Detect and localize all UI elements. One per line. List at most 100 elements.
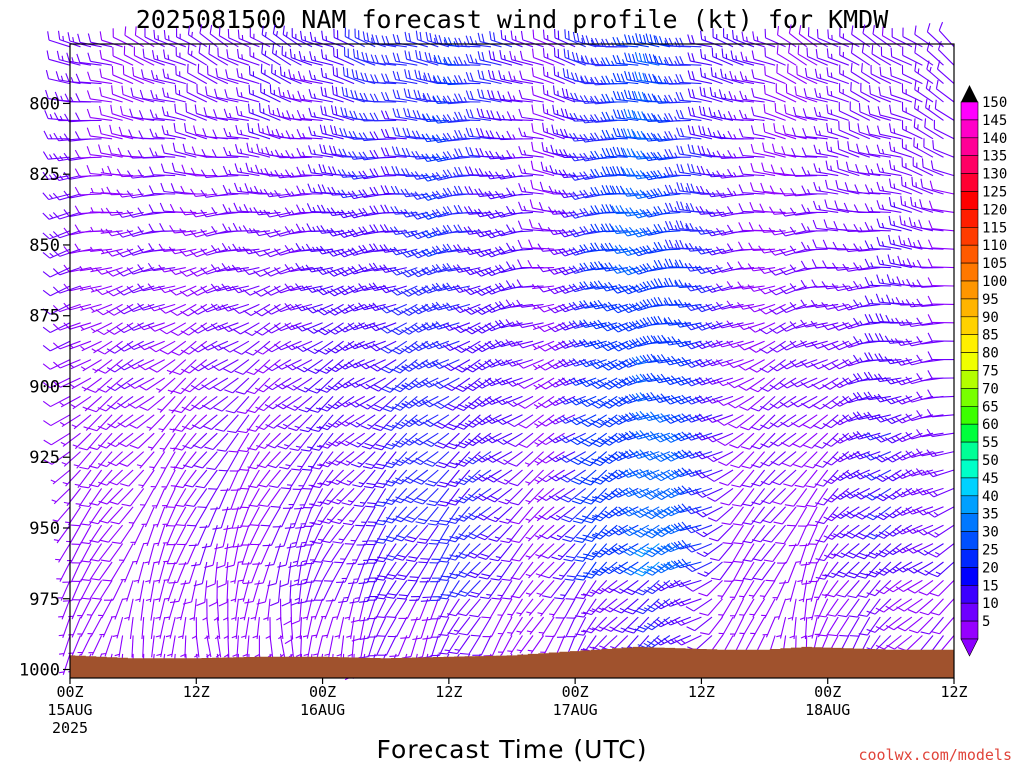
y-axis: 800 825 850 875 900 925 950 975 1000	[19, 94, 70, 681]
wind-barb	[72, 432, 92, 450]
colorbar-swatch	[960, 477, 979, 497]
wind-barb	[56, 561, 71, 582]
wind-barb	[116, 189, 144, 198]
wind-barb	[122, 65, 144, 85]
wind-barb	[116, 168, 144, 178]
colorbar-swatch	[960, 244, 979, 264]
wind-barb	[116, 230, 144, 238]
wind-barb	[59, 653, 71, 676]
wind-barb	[90, 285, 113, 293]
wind-barb	[90, 226, 113, 233]
colorbar-label: 100	[982, 274, 1007, 290]
wind-barb	[86, 146, 113, 158]
wind-barb	[100, 248, 123, 255]
colorbar-label: 130	[982, 167, 1007, 183]
colorbar-swatch	[960, 119, 979, 139]
colorbar-label: 25	[982, 543, 999, 559]
wind-barb	[119, 469, 145, 487]
colorbar-label: 90	[982, 310, 999, 326]
wind-barb	[110, 506, 134, 525]
wind-barb	[89, 488, 113, 506]
colorbar-swatch	[960, 549, 979, 568]
colorbar-label: 135	[982, 149, 1007, 165]
wind-barb	[99, 49, 123, 66]
wind-barb	[98, 105, 123, 121]
wind-barb	[99, 506, 124, 524]
colorbar-swatch	[960, 334, 979, 353]
colorbar-label: 30	[982, 525, 999, 541]
wind-barb	[90, 187, 113, 195]
wind-barb	[116, 377, 144, 390]
colorbar-label: 10	[982, 596, 999, 612]
plot-area	[70, 44, 954, 678]
wind-barb	[43, 451, 71, 465]
wind-barb	[81, 377, 102, 392]
wind-barb	[112, 47, 134, 66]
colorbar-swatch	[960, 423, 979, 443]
wind-barb	[89, 266, 113, 273]
wind-barb	[109, 488, 134, 505]
wind-barb	[130, 524, 145, 546]
wind-barb	[116, 210, 144, 218]
x-tick-label: 00Z	[814, 683, 841, 701]
x-tick-label: 00Z	[56, 683, 83, 701]
wind-barb	[71, 561, 92, 583]
wind-barb	[60, 432, 81, 447]
wind-barb	[63, 264, 92, 273]
wind-barb	[58, 635, 71, 657]
wind-barb	[86, 377, 113, 393]
wind-barb	[71, 524, 92, 545]
colorbar-swatch	[960, 101, 979, 121]
colorbar-swatch	[960, 298, 979, 318]
wind-barb	[106, 340, 134, 354]
wind-barb	[99, 616, 113, 638]
colorbar-swatch	[960, 352, 979, 371]
y-tick-label: 825	[29, 165, 60, 185]
wind-barb	[116, 267, 144, 277]
wind-barb	[42, 340, 71, 352]
colorbar-label: 105	[982, 256, 1007, 272]
wind-barb	[71, 580, 92, 601]
colorbar-swatch	[960, 262, 979, 282]
credit-text: coolwx.com/models	[858, 746, 1012, 764]
colorbar: 1501451401351301251201151101051009590858…	[960, 85, 1007, 657]
wind-barb	[87, 396, 113, 413]
wind-barb	[140, 598, 145, 621]
wind-barb	[63, 302, 92, 311]
colorbar-swatch	[960, 459, 979, 479]
y-tick-label: 975	[29, 590, 60, 610]
colorbar-label: 60	[982, 417, 999, 433]
x-tick-label: 12Z	[435, 683, 462, 701]
wind-barb	[101, 635, 113, 657]
wind-barb	[51, 488, 71, 505]
colorbar-swatch	[960, 388, 979, 407]
colorbar-label: 125	[982, 185, 1007, 201]
wind-barb	[95, 303, 123, 316]
x-tick-date: 17AUG	[553, 701, 598, 719]
wind-barb	[97, 414, 123, 431]
colorbar-label: 40	[982, 489, 999, 505]
wind-barb	[121, 85, 144, 103]
wind-barb	[110, 598, 124, 620]
colorbar-swatch	[960, 531, 979, 550]
wind-barb	[80, 359, 102, 372]
chart-title: 2025081500 NAM forecast wind profile (kt…	[136, 5, 890, 34]
colorbar-label: 50	[982, 453, 999, 469]
colorbar-label: 15	[982, 578, 999, 594]
colorbar-label: 75	[982, 364, 999, 380]
wind-barb	[79, 322, 102, 331]
wind-barb	[106, 359, 134, 373]
wind-barb	[50, 469, 71, 485]
colorbar-label: 140	[982, 131, 1007, 147]
x-tick-label: 12Z	[183, 683, 210, 701]
wind-barb	[75, 112, 102, 122]
wind-barb	[70, 395, 92, 410]
wind-barb	[77, 635, 92, 656]
colorbar-swatch	[960, 155, 979, 174]
x-axis-label: Forecast Time (UTC)	[377, 735, 648, 764]
wind-barb	[100, 543, 124, 563]
wind-barb	[107, 165, 134, 177]
wind-barb	[116, 359, 144, 371]
wind-barb	[42, 285, 71, 297]
